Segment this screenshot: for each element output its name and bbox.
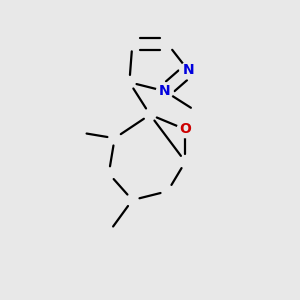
Circle shape [157,83,173,99]
Circle shape [177,121,194,138]
Text: N: N [182,64,194,77]
Text: O: O [179,122,191,136]
Text: N: N [159,84,170,98]
Circle shape [180,62,196,79]
